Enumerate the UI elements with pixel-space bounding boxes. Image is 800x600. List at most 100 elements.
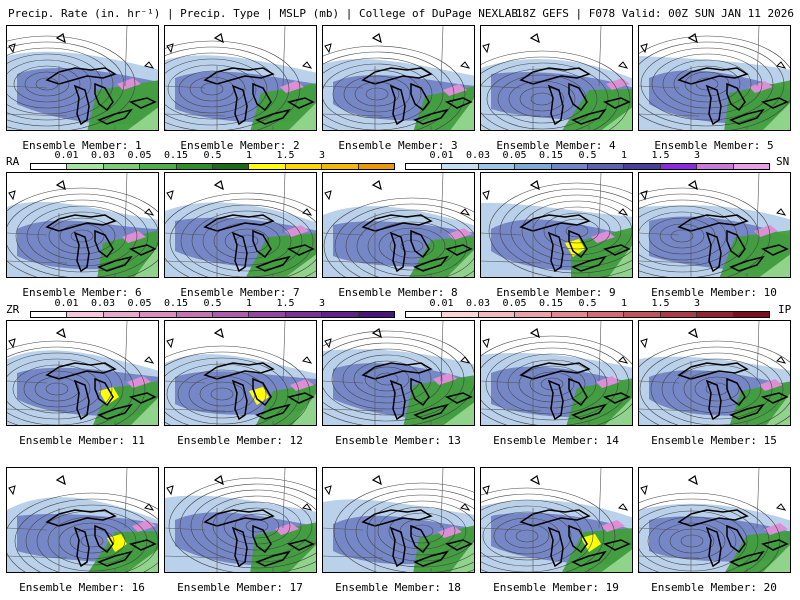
header: Precip. Rate (in. hr⁻¹) | Precip. Type |…: [0, 0, 800, 24]
legend-swatch-ra-1: [67, 164, 104, 169]
legend-tick-ip-6: 1.5: [651, 298, 670, 309]
map-image-20: [639, 468, 790, 572]
legend-tick-ra-5: 1: [245, 150, 253, 161]
legend-tick-ip-5: 1: [620, 298, 628, 309]
legend-swatch-ip-1: [442, 312, 479, 317]
legend-ticks-sn: 0.01 0.03 0.05 0.15 0.5 1 1.5 3: [405, 150, 770, 162]
legend-swatch-zr-6: [249, 312, 286, 317]
map-panel-10[interactable]: [638, 172, 791, 278]
map-image-19: [481, 468, 632, 572]
map-panel-8[interactable]: [322, 172, 475, 278]
member-label-17: Ensemble Member: 17: [177, 581, 303, 594]
map-panel-20[interactable]: [638, 467, 791, 573]
legend-tick-sn-0: 0.01: [429, 150, 454, 161]
map-image-16: [7, 468, 158, 572]
legend-swatch-ra-0: [31, 164, 68, 169]
map-image-10: [639, 173, 790, 277]
member-label-8: Ensemble Member: 8: [338, 286, 458, 299]
member-label-13: Ensemble Member: 13: [335, 434, 461, 447]
member-label-10: Ensemble Member: 10: [651, 286, 777, 299]
legend-tick-ra-3: 0.15: [163, 150, 189, 161]
map-image-9: [481, 173, 632, 277]
map-panel-18[interactable]: [322, 467, 475, 573]
legend-tick-ip-4: 0.5: [578, 298, 597, 309]
legend-swatch-zr-1: [67, 312, 104, 317]
map-image-5: [639, 26, 790, 130]
legend-swatch-zr-4: [176, 312, 214, 317]
legend-swatch-sn-0: [406, 164, 443, 169]
legend-ticks-ra: 0.01 0.03 0.05 0.15 0.5 1 1.5 3: [30, 150, 395, 162]
legend-ticks-ip: 0.01 0.03 0.05 0.15 0.5 1 1.5 3: [405, 298, 770, 310]
map-panel-6[interactable]: [6, 172, 159, 278]
member-label-1: Ensemble Member: 1: [22, 139, 142, 152]
map-panel-13[interactable]: [322, 320, 475, 426]
map-image-15: [639, 321, 790, 425]
member-label-16: Ensemble Member: 16: [19, 581, 145, 594]
member-label-6: Ensemble Member: 6: [22, 286, 142, 299]
legend-swatch-sn-6: [624, 164, 661, 169]
legend-swatch-sn-7: [660, 164, 698, 169]
legend-swatch-zr-7: [285, 312, 323, 317]
map-panel-1[interactable]: [6, 25, 159, 131]
legend-tick-sn-7: 3: [693, 150, 701, 161]
map-panel-4[interactable]: [480, 25, 633, 131]
map-panel-16[interactable]: [6, 467, 159, 573]
legend-tick-zr-7: 3: [318, 298, 326, 309]
map-image-14: [481, 321, 632, 425]
map-panel-3[interactable]: [322, 25, 475, 131]
legend-swatch-sn-9: [733, 164, 770, 169]
legend-swatch-ip-3: [515, 312, 552, 317]
map-image-17: [165, 468, 316, 572]
legend-tick-zr-1: 0.03: [90, 298, 116, 309]
legend-swatch-ra-8: [322, 164, 359, 169]
map-panel-7[interactable]: [164, 172, 317, 278]
legend-tick-ra-2: 0.05: [127, 150, 152, 161]
legend-tick-ip-0: 0.01: [429, 298, 454, 309]
legend-label-zr: ZR: [6, 303, 20, 316]
legend-ticks-zr: 0.01 0.03 0.05 0.15 0.5 1 1.5 3: [30, 298, 395, 310]
member-label-19: Ensemble Member: 19: [493, 581, 619, 594]
legend-tick-ra-7: 3: [318, 150, 326, 161]
map-panel-19[interactable]: [480, 467, 633, 573]
map-panel-12[interactable]: [164, 320, 317, 426]
map-panel-9[interactable]: [480, 172, 633, 278]
map-image-2: [165, 26, 316, 130]
legend-swatch-ip-4: [551, 312, 589, 317]
legend-swatch-ra-7: [285, 164, 323, 169]
legend-swatch-sn-5: [588, 164, 625, 169]
legend-swatch-zr-9: [358, 312, 395, 317]
legend-tick-sn-1: 0.03: [465, 150, 491, 161]
legend-tick-zr-5: 1: [245, 298, 253, 309]
legend-label-ra: RA: [6, 155, 20, 168]
map-panel-11[interactable]: [6, 320, 159, 426]
legend-swatch-zr-8: [322, 312, 359, 317]
member-label-12: Ensemble Member: 12: [177, 434, 303, 447]
legend-swatch-sn-3: [515, 164, 552, 169]
member-label-20: Ensemble Member: 20: [651, 581, 777, 594]
map-image-7: [165, 173, 316, 277]
legend-tick-ra-1: 0.03: [90, 150, 116, 161]
map-panel-5[interactable]: [638, 25, 791, 131]
legend-swatch-sn-4: [551, 164, 589, 169]
member-label-15: Ensemble Member: 15: [651, 434, 777, 447]
map-image-8: [323, 173, 474, 277]
legend-swatch-zr-3: [140, 312, 177, 317]
member-label-3: Ensemble Member: 3: [338, 139, 458, 152]
legend-tick-zr-2: 0.05: [127, 298, 152, 309]
map-image-12: [165, 321, 316, 425]
map-panel-2[interactable]: [164, 25, 317, 131]
legend-tick-ip-1: 0.03: [465, 298, 491, 309]
legend-swatch-zr-0: [31, 312, 68, 317]
map-panel-14[interactable]: [480, 320, 633, 426]
legend-tick-ip-2: 0.05: [502, 298, 527, 309]
map-panel-17[interactable]: [164, 467, 317, 573]
legend-swatch-ip-5: [588, 312, 625, 317]
legend-tick-ra-4: 0.5: [203, 150, 222, 161]
legend-swatch-ip-2: [478, 312, 516, 317]
map-image-11: [7, 321, 158, 425]
map-panel-15[interactable]: [638, 320, 791, 426]
legend-tick-sn-6: 1.5: [651, 150, 670, 161]
map-image-18: [323, 468, 474, 572]
legend-swatch-ra-6: [249, 164, 286, 169]
legend-swatch-ip-9: [733, 312, 770, 317]
